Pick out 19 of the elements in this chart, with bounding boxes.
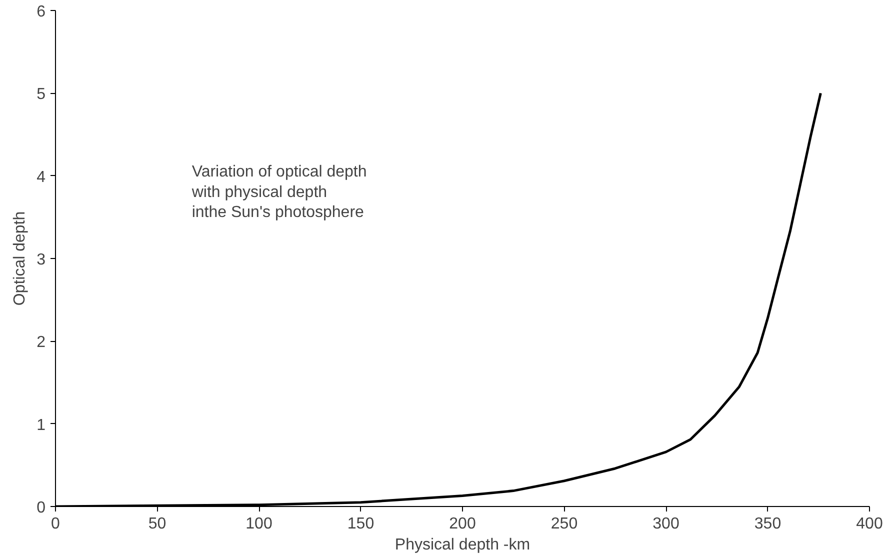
y-axis-title: Optical depth	[12, 211, 29, 306]
x-tick-label: 0	[51, 516, 60, 532]
x-tick-label: 100	[246, 516, 272, 532]
x-tick-label: 150	[347, 516, 374, 532]
x-tick-label: 300	[652, 516, 680, 532]
x-tick-label: 400	[856, 516, 883, 532]
x-tick-label: 250	[550, 516, 578, 532]
y-tick-label: 3	[36, 252, 46, 268]
y-tick-label: 0	[36, 500, 46, 516]
y-tick-label: 5	[36, 86, 46, 104]
x-tick-label: 50	[148, 516, 166, 532]
y-tick-label: 4	[36, 168, 46, 186]
y-tick-label: 1	[36, 416, 46, 434]
annotation: Variation of optical depth with physical depth inthe Sun's photosphere	[190, 163, 367, 222]
x-axis-title: Physical depth -km	[394, 536, 530, 554]
y-tick-label: 2	[36, 334, 46, 352]
y-tick-label: 6	[36, 4, 46, 20]
x-tick-label: 200	[449, 516, 476, 532]
x-tick-label: 350	[754, 516, 782, 532]
